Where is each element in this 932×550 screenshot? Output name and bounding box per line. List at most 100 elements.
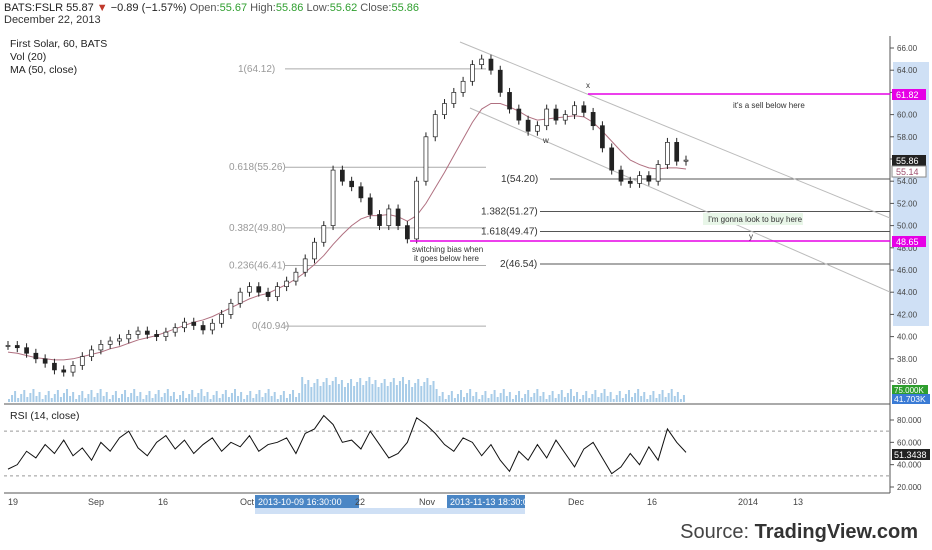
rsi-tick-label: 20.000	[897, 483, 922, 492]
price-candle-body	[52, 362, 57, 371]
volume-bar	[624, 394, 627, 402]
price-candle-body	[488, 58, 494, 71]
volume-bar	[472, 396, 475, 402]
price-candle-body	[562, 114, 568, 121]
volume-bar	[276, 399, 279, 402]
volume-bar	[209, 399, 212, 402]
volume-bar	[411, 387, 414, 402]
volume-bar	[673, 396, 676, 402]
volume-bar	[93, 397, 96, 402]
volume-bar	[466, 393, 469, 402]
annotation-buy-bg	[703, 213, 803, 225]
volume-bar	[105, 392, 108, 402]
volume-bar	[69, 396, 72, 402]
x-highlight-1-bg	[255, 495, 359, 508]
annotation-bias-1: switching bias when	[412, 245, 483, 254]
volume-bar	[124, 390, 127, 402]
volume-bar	[157, 390, 160, 402]
price-candle-body	[665, 142, 670, 165]
volume-bar	[258, 390, 261, 402]
ma-line	[7, 103, 687, 361]
time-tick-label: Sep	[88, 497, 104, 507]
volume-bar	[8, 399, 10, 402]
volume-bar	[606, 396, 609, 402]
volume-bar	[285, 398, 288, 402]
volume-bar	[41, 399, 44, 402]
price-tick-label: 42.00	[897, 310, 918, 319]
rsi-tick-label: 80.000	[897, 416, 922, 425]
volume-bar	[511, 399, 514, 402]
volume-bar	[87, 394, 90, 402]
volume-bar	[612, 399, 615, 402]
volume-bar	[548, 395, 551, 402]
price-candle-body	[525, 119, 531, 132]
volume-bar	[215, 391, 218, 402]
bias-level-text: 48.65	[896, 237, 919, 247]
time-tick-label: 2014	[738, 497, 758, 507]
volume-bar	[490, 394, 493, 402]
volume-bar	[533, 393, 536, 402]
volume-bar	[554, 398, 557, 402]
volume-bar	[160, 397, 163, 402]
x-range-1	[255, 508, 359, 514]
symbol[interactable]: BATS:FSLR	[4, 2, 64, 14]
volume-bar	[136, 396, 139, 402]
volume-bar	[478, 399, 481, 402]
price-candle-body	[247, 286, 252, 293]
vol-indicator-title[interactable]: Vol (20)	[10, 51, 47, 63]
price-candle-body	[470, 64, 475, 82]
volume-bar	[75, 399, 78, 402]
volume-bar	[377, 387, 380, 402]
volume-bar	[603, 389, 606, 402]
rsi-tick-label: 40.000	[897, 461, 922, 470]
ma-price-tag	[891, 165, 927, 178]
price-candle-body	[460, 80, 466, 93]
volume-bar	[447, 395, 450, 402]
price-candle-body	[442, 103, 447, 115]
price-candle-body	[284, 280, 289, 288]
ma-indicator-title[interactable]: MA (50, close)	[10, 64, 78, 76]
low-label: Low:	[306, 2, 330, 14]
volume-bar	[350, 379, 353, 402]
volume-bar	[62, 393, 65, 402]
low-value: 55.62	[329, 2, 358, 14]
volume-bar	[508, 392, 511, 402]
volume-bar	[365, 381, 368, 402]
volume-bar	[374, 380, 377, 402]
volume-bar	[484, 391, 487, 402]
volume-bar	[292, 390, 295, 402]
volume-bar	[521, 398, 524, 402]
price-tick-label: 48.00	[897, 244, 918, 253]
volume-bar	[380, 383, 383, 402]
annotation-bias-2: it goes below here	[414, 254, 479, 263]
main-panel-title[interactable]: First Solar, 60, BATS	[10, 38, 108, 50]
close-label: Close:	[360, 2, 392, 14]
symbol-header: BATS:FSLR 55.87 ▼ −0.89 (−1.57%) Open:55…	[4, 2, 419, 15]
vol-ma-text: 75.000K	[894, 386, 924, 395]
price-candle-body	[107, 340, 113, 345]
volume-bar	[682, 395, 685, 402]
volume-bar	[615, 395, 618, 402]
time-tick-label: 13	[793, 497, 803, 507]
volume-bar	[53, 394, 56, 402]
fib-level-label: 1(54.20)	[501, 174, 538, 185]
volume-bar	[14, 391, 17, 402]
price-tick-label: 58.00	[897, 133, 918, 142]
volume-bar	[307, 380, 310, 402]
price-candle-body	[618, 169, 624, 182]
price-tick-label: 50.00	[897, 222, 918, 231]
vol-tag	[892, 394, 930, 404]
volume-bar	[420, 386, 423, 402]
volume-bar	[108, 399, 111, 402]
price-candle-body	[674, 142, 680, 162]
volume-bar	[47, 391, 50, 402]
open-label: Open:	[189, 2, 220, 14]
volume-bar	[652, 391, 655, 402]
last-price-text: 55.86	[896, 156, 919, 166]
rsi-indicator-title[interactable]: RSI (14, close)	[10, 410, 80, 422]
volume-bar	[313, 383, 316, 402]
volume-bar	[475, 392, 478, 402]
price-candle-body	[646, 175, 652, 182]
volume-bar	[56, 390, 59, 402]
